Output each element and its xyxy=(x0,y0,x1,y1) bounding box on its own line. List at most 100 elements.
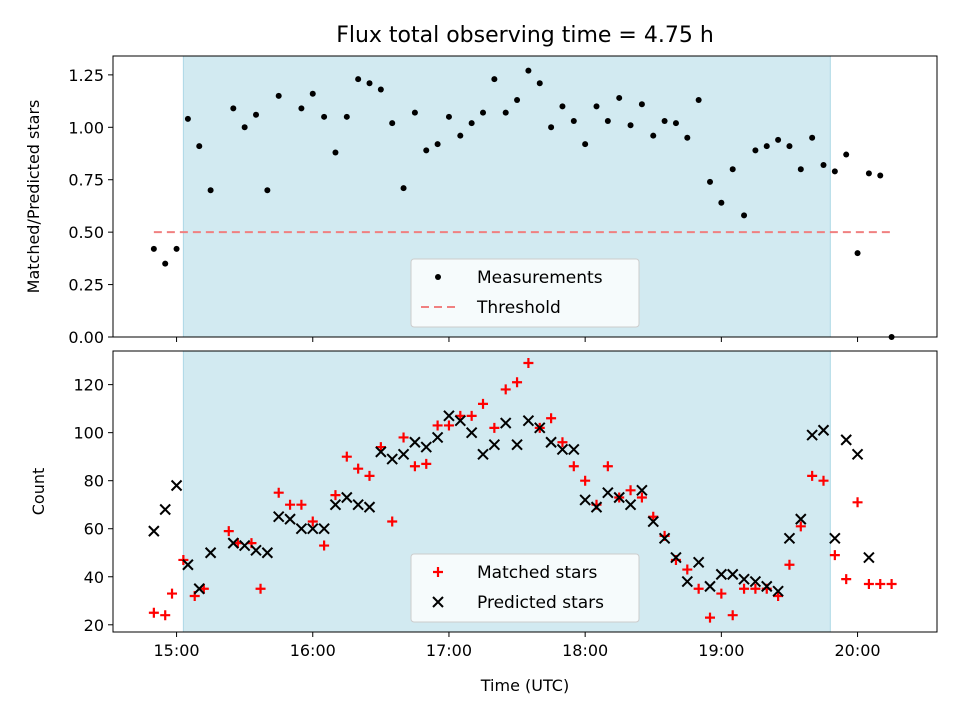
matched-star-point xyxy=(795,521,806,532)
predicted-star-point xyxy=(375,446,387,458)
measurement-point xyxy=(627,122,634,129)
measurement-point xyxy=(389,120,396,127)
y-tick-label: 0.00 xyxy=(68,328,104,347)
measurement-point xyxy=(820,162,827,169)
matched-star-point xyxy=(625,485,636,496)
measurement-point xyxy=(877,172,884,179)
predicted-star-point xyxy=(250,544,262,557)
predicted-star-point xyxy=(318,523,330,535)
legend-label: Threshold xyxy=(476,298,561,318)
predicted-star-point xyxy=(238,539,251,552)
measurement-point xyxy=(445,113,452,120)
matched-star-point xyxy=(285,499,296,510)
predicted-star-point xyxy=(658,532,671,545)
predicted-star-point xyxy=(829,532,841,545)
legend-predicted-marker xyxy=(432,596,444,608)
measurement-point xyxy=(809,134,816,141)
predicted-star-point xyxy=(624,499,637,511)
matched-star-point xyxy=(807,470,818,481)
predicted-star-point xyxy=(465,426,478,439)
matched-star-point xyxy=(341,451,352,462)
measurement-point xyxy=(241,124,248,131)
measurement-point xyxy=(196,143,203,150)
predicted-star-point xyxy=(670,551,682,564)
measurement-point xyxy=(763,143,770,150)
predicted-star-point xyxy=(772,585,784,597)
measurement-point xyxy=(514,97,521,104)
predicted-star-point xyxy=(761,580,773,593)
legend-measurement-marker xyxy=(435,274,441,280)
predicted-star-point xyxy=(363,501,376,513)
measurement-point xyxy=(786,143,793,150)
matched-star-point xyxy=(478,398,489,409)
measurement-point xyxy=(570,118,577,125)
matched-star-point xyxy=(409,461,420,472)
x-tick-label: 17:00 xyxy=(426,641,472,660)
matched-star-point xyxy=(500,384,511,395)
predicted-star-point xyxy=(341,491,353,504)
measurement-point xyxy=(559,103,566,110)
predicted-star-point xyxy=(749,575,762,588)
predicted-star-point xyxy=(193,583,205,595)
matched-star-point xyxy=(489,422,500,433)
matched-star-point xyxy=(307,516,318,527)
predicted-star-point xyxy=(159,503,171,516)
predicted-star-point xyxy=(647,515,659,528)
y-tick-label: 120 xyxy=(73,376,104,395)
predicted-star-point xyxy=(443,410,455,422)
legend-label: Predicted stars xyxy=(477,593,604,613)
measurement-point xyxy=(355,76,362,83)
measurement-point xyxy=(377,86,384,93)
measurement-point xyxy=(230,105,237,112)
predicted-star-point xyxy=(738,573,750,585)
legend-box xyxy=(410,553,640,623)
matched-star-point xyxy=(353,463,364,474)
measurement-point xyxy=(411,109,418,116)
predicted-star-point xyxy=(511,438,523,451)
measurement-point xyxy=(321,113,328,120)
measurement-point xyxy=(491,76,498,83)
measurement-point xyxy=(150,245,157,252)
measurement-point xyxy=(332,149,339,156)
matched-star-point xyxy=(648,511,659,522)
matched-star-point xyxy=(750,583,761,594)
measurement-point xyxy=(480,109,487,116)
measurement-point xyxy=(457,132,464,139)
predicted-star-point xyxy=(420,441,432,453)
measurement-point xyxy=(741,212,748,219)
measurement-point xyxy=(616,94,623,101)
measurement-point xyxy=(207,187,214,194)
predicted-star-point xyxy=(692,556,705,569)
measurement-point xyxy=(650,132,657,139)
measurement-point xyxy=(831,168,838,175)
predicted-star-point xyxy=(284,513,296,525)
matched-star-point xyxy=(739,583,750,594)
predicted-star-point xyxy=(681,575,694,588)
x-tick-label: 16:00 xyxy=(290,641,336,660)
x-tick-label: 20:00 xyxy=(834,641,880,660)
predicted-star-point xyxy=(590,501,603,513)
matched-star-point xyxy=(455,410,466,421)
predicted-star-point xyxy=(488,438,501,451)
measurement-point xyxy=(502,109,509,116)
matched-star-point xyxy=(364,470,375,481)
matched-star-point xyxy=(875,578,886,589)
predicted-star-point xyxy=(568,443,580,456)
predicted-star-point xyxy=(204,547,217,559)
measurement-point xyxy=(604,118,611,125)
measurement-point xyxy=(468,120,475,127)
matched-star-point xyxy=(546,413,557,424)
matched-star-point xyxy=(387,516,398,527)
matched-star-point xyxy=(863,578,874,589)
predicted-star-point xyxy=(840,434,852,446)
predicted-star-point xyxy=(636,484,648,497)
predicted-star-point xyxy=(499,417,512,429)
measurement-point xyxy=(366,80,373,87)
measurement-point xyxy=(797,166,804,173)
measurement-point xyxy=(707,178,714,185)
predicted-star-point xyxy=(352,499,364,511)
predicted-star-point xyxy=(454,414,467,427)
measurement-point xyxy=(775,136,782,143)
predicted-star-point xyxy=(579,494,591,506)
predicted-star-point xyxy=(851,448,864,460)
